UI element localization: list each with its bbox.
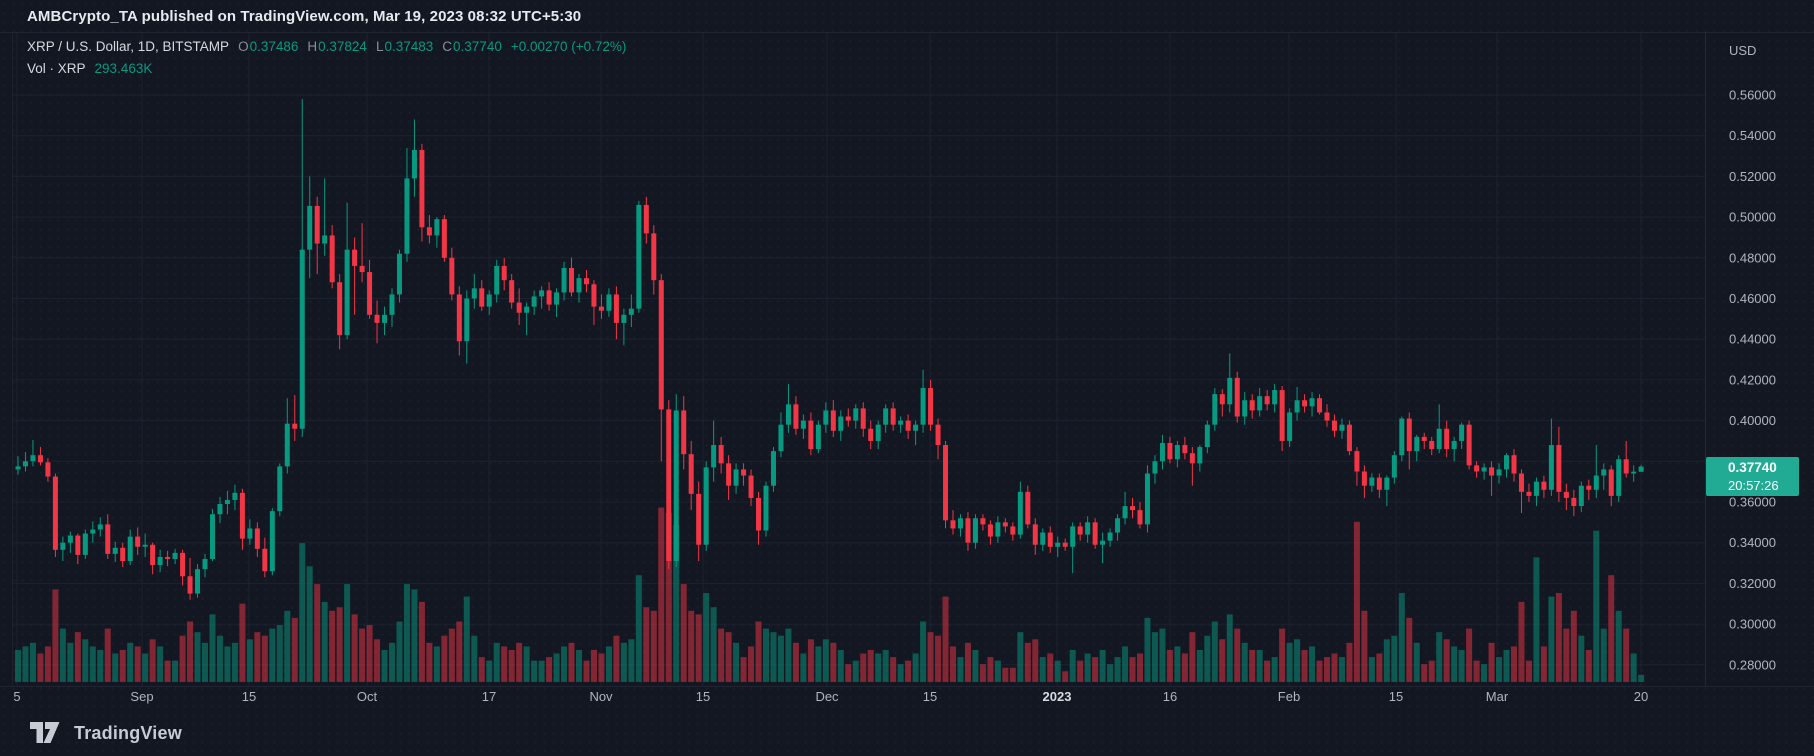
svg-text:15: 15 — [242, 689, 256, 704]
svg-text:0.40000: 0.40000 — [1729, 413, 1776, 428]
svg-text:0.32000: 0.32000 — [1729, 576, 1776, 591]
svg-text:Sep: Sep — [130, 689, 153, 704]
candles — [15, 99, 1644, 600]
price-axis-currency: USD — [1729, 43, 1757, 58]
chart-legend[interactable]: XRP / U.S. Dollar, 1D, BITSTAMP O0.37486… — [27, 39, 626, 54]
tradingview-logo-icon — [30, 722, 60, 743]
svg-text:0.44000: 0.44000 — [1729, 332, 1776, 347]
svg-text:17: 17 — [482, 689, 496, 704]
time-axis-border[interactable] — [0, 686, 1814, 687]
last-price-badge: 0.37740 20:57:26 — [1706, 456, 1799, 496]
svg-text:5: 5 — [13, 689, 20, 704]
svg-text:0.30000: 0.30000 — [1729, 617, 1776, 632]
header-separator — [0, 32, 1814, 33]
svg-text:0.36000: 0.36000 — [1729, 495, 1776, 510]
svg-text:20: 20 — [1634, 689, 1648, 704]
svg-text:15: 15 — [1389, 689, 1403, 704]
candle-countdown: 20:57:26 — [1728, 477, 1779, 493]
svg-text:0.52000: 0.52000 — [1729, 169, 1776, 184]
svg-text:Feb: Feb — [1278, 689, 1300, 704]
svg-text:0.56000: 0.56000 — [1729, 88, 1776, 103]
open-value: O0.37486 — [238, 39, 299, 54]
svg-text:0.34000: 0.34000 — [1729, 535, 1776, 550]
svg-text:Mar: Mar — [1486, 689, 1509, 704]
published-header: AMBCrypto_TA published on TradingView.co… — [27, 8, 582, 25]
last-price-value: 0.37740 — [1728, 459, 1777, 475]
svg-text:0.48000: 0.48000 — [1729, 250, 1776, 265]
svg-text:Dec: Dec — [815, 689, 839, 704]
close-value: C0.37740 — [442, 39, 502, 54]
high-value: H0.37824 — [307, 39, 367, 54]
low-value: L0.37483 — [375, 39, 434, 54]
volume-legend[interactable]: Vol · XRP 293.463K — [27, 61, 152, 76]
volume-bars — [15, 507, 1645, 682]
pane-left-border — [12, 32, 13, 686]
svg-text:0.50000: 0.50000 — [1729, 210, 1776, 225]
volume-value: 293.463K — [94, 61, 153, 76]
volume-label[interactable]: Vol · XRP — [27, 61, 86, 76]
svg-text:15: 15 — [923, 689, 937, 704]
symbol-title[interactable]: XRP / U.S. Dollar, 1D, BITSTAMP — [27, 39, 230, 54]
change-value: +0.00270 (+0.72%) — [510, 39, 627, 54]
tradingview-logo-text: TradingView — [74, 722, 182, 743]
svg-text:0.46000: 0.46000 — [1729, 291, 1776, 306]
svg-text:2023: 2023 — [1043, 689, 1072, 704]
price-axis-border[interactable] — [1705, 32, 1706, 686]
svg-text:15: 15 — [696, 689, 710, 704]
tradingview-logo[interactable]: TradingView — [30, 722, 182, 744]
svg-text:0.54000: 0.54000 — [1729, 128, 1776, 143]
svg-text:0.42000: 0.42000 — [1729, 372, 1776, 387]
svg-text:0.28000: 0.28000 — [1729, 657, 1776, 672]
svg-text:Oct: Oct — [357, 689, 378, 704]
svg-text:Nov: Nov — [589, 689, 613, 704]
svg-text:16: 16 — [1163, 689, 1177, 704]
